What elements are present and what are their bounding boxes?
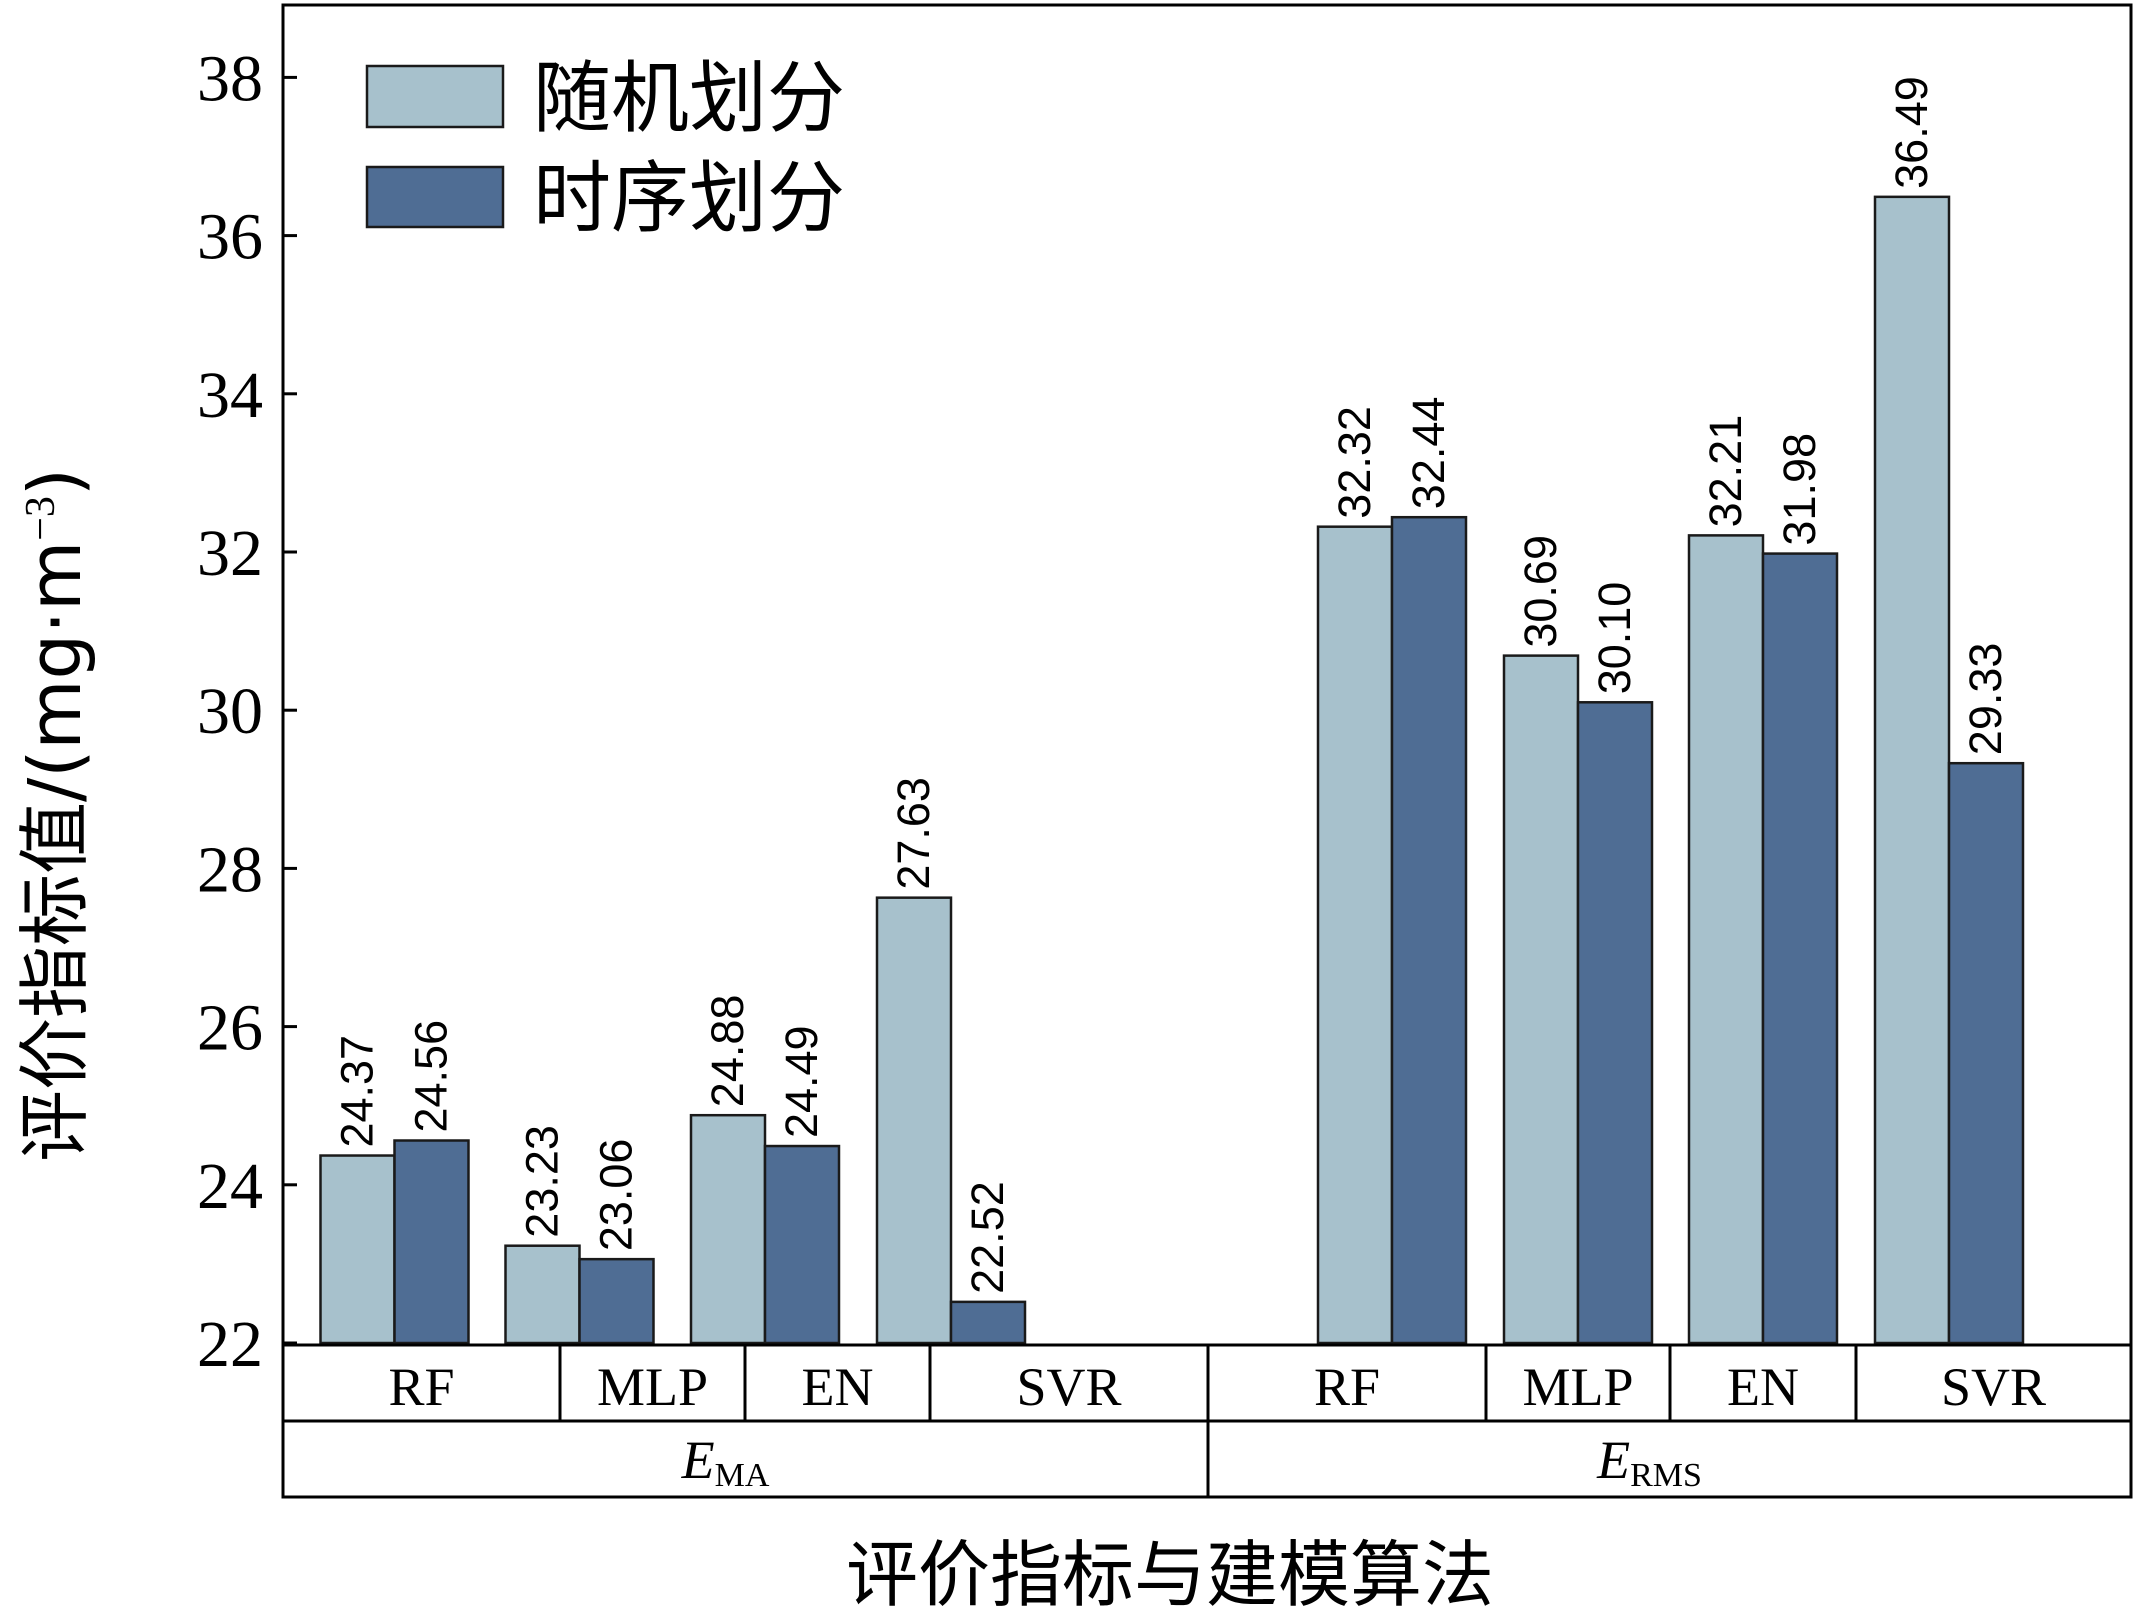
category-label-mlp: MLP bbox=[597, 1357, 708, 1417]
category-label-rf: RF bbox=[1314, 1357, 1380, 1417]
bar-random-rms-svr bbox=[1873, 195, 1951, 1345]
y-tick-label: 36 bbox=[197, 201, 263, 274]
bar-random-ma-rf bbox=[319, 1154, 396, 1345]
value-label: 24.56 bbox=[406, 1020, 457, 1133]
group-label-ma: EMA bbox=[681, 1430, 770, 1494]
value-label: 32.32 bbox=[1329, 406, 1380, 519]
category-label-svr: SVR bbox=[1016, 1357, 1121, 1417]
bar-random-ma-en bbox=[689, 1113, 767, 1345]
y-axis: 22 24 26 28 30 32 34 36 38 bbox=[197, 42, 297, 1381]
value-label: 24.37 bbox=[332, 1035, 383, 1148]
value-label: 30.69 bbox=[1515, 535, 1566, 648]
value-label: 22.52 bbox=[962, 1181, 1013, 1294]
bar-temporal-ma-mlp bbox=[578, 1257, 655, 1345]
bar-temporal-ma-rf bbox=[393, 1139, 470, 1345]
bars bbox=[319, 195, 2025, 1345]
legend-swatch-random bbox=[365, 64, 505, 129]
value-label: 32.44 bbox=[1403, 397, 1454, 510]
bar-random-ma-mlp bbox=[504, 1244, 581, 1345]
bar-random-rms-rf bbox=[1316, 525, 1394, 1345]
y-axis-title: 评价指标值/(mg·m−3) bbox=[13, 468, 97, 1162]
value-label: 29.33 bbox=[1960, 643, 2011, 756]
value-labels: 24.37 23.23 24.88 27.63 32.32 30.69 32.21 36.49… bbox=[332, 76, 2012, 1294]
category-label-en: EN bbox=[1727, 1357, 1799, 1417]
category-label-en: EN bbox=[802, 1357, 874, 1417]
bar-random-rms-en bbox=[1687, 534, 1765, 1345]
value-label: 27.63 bbox=[888, 777, 939, 890]
bar-random-rms-mlp bbox=[1502, 654, 1580, 1345]
bar-temporal-rms-rf bbox=[1390, 515, 1468, 1345]
category-label-svr: SVR bbox=[1941, 1357, 2046, 1417]
bar-temporal-ma-svr bbox=[949, 1300, 1027, 1345]
value-label: 24.49 bbox=[776, 1025, 827, 1138]
y-tick-label: 34 bbox=[197, 359, 263, 432]
y-tick-label: 22 bbox=[197, 1308, 263, 1381]
category-label-rf: RF bbox=[388, 1357, 454, 1417]
y-tick-label: 24 bbox=[197, 1150, 263, 1223]
y-tick-label: 38 bbox=[197, 42, 263, 115]
bar-random-ma-svr bbox=[875, 896, 953, 1345]
legend-label-random: 随机划分 bbox=[533, 54, 845, 144]
value-label: 23.23 bbox=[517, 1125, 568, 1238]
y-tick-label: 30 bbox=[197, 675, 263, 748]
group-label-rms: ERMS bbox=[1596, 1430, 1702, 1494]
category-table: RF MLP EN SVR RF MLP EN SVR EMA ERMS bbox=[281, 1343, 2133, 1499]
value-label: 31.98 bbox=[1774, 433, 1825, 546]
category-label-mlp: MLP bbox=[1522, 1357, 1633, 1417]
value-label: 36.49 bbox=[1886, 76, 1937, 189]
value-label: 30.10 bbox=[1589, 582, 1640, 695]
y-tick-label: 28 bbox=[197, 833, 263, 906]
bar-temporal-rms-svr bbox=[1947, 761, 2025, 1345]
x-axis-title: 评价指标与建模算法 bbox=[846, 1533, 1494, 1612]
bar-temporal-rms-en bbox=[1761, 552, 1839, 1345]
y-tick-label: 32 bbox=[197, 517, 263, 590]
bar-temporal-ma-en bbox=[763, 1144, 841, 1345]
value-label: 23.06 bbox=[591, 1139, 642, 1252]
value-label: 32.21 bbox=[1700, 415, 1751, 528]
value-label: 24.88 bbox=[702, 995, 753, 1108]
legend-swatch-temporal bbox=[365, 165, 505, 229]
y-tick-label: 26 bbox=[197, 992, 263, 1065]
legend-label-temporal: 时序划分 bbox=[533, 154, 845, 244]
bar-temporal-rms-mlp bbox=[1576, 701, 1654, 1345]
